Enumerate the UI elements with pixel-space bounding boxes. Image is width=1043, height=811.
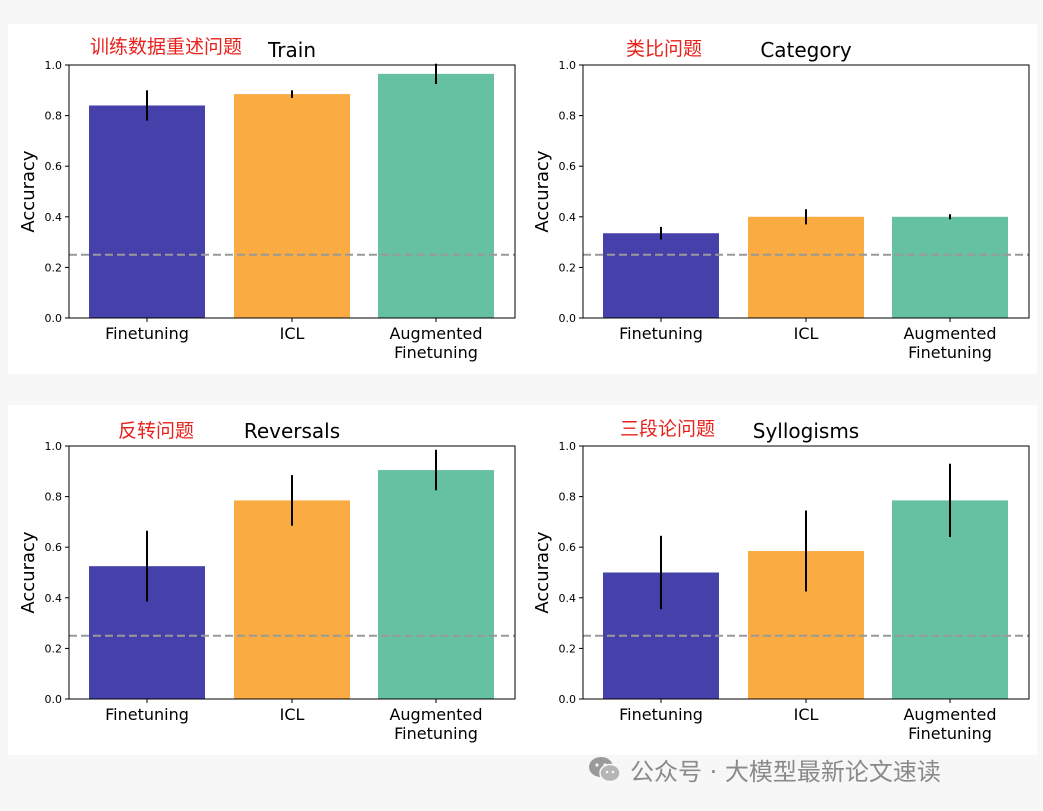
annotation-syllogisms: 三段论问题 <box>620 418 716 440</box>
x-tick-label: Augmented Finetuning <box>389 705 482 743</box>
x-tick-label: Augmented Finetuning <box>389 324 482 362</box>
x-tick-label: ICL <box>280 705 305 724</box>
chart-title: Syllogisms <box>753 419 859 443</box>
y-tick-label: 0.6 <box>559 160 577 173</box>
y-tick-label: 0.8 <box>45 491 63 504</box>
x-tick-label: Finetuning <box>105 705 189 724</box>
chart-svg-reversals: 0.0 0.2 0.4 0.6 0.8 1.0 Finetuning ICL Augmented… <box>18 419 516 743</box>
bar-3 <box>892 216 1008 318</box>
y-tick-label: 0.8 <box>559 491 577 504</box>
x-tick-label: Finetuning <box>105 324 189 343</box>
y-tick-label: 0.8 <box>559 110 577 123</box>
y-tick-label: 0.6 <box>45 160 63 173</box>
y-tick-label: 0.0 <box>45 693 63 706</box>
y-tick-label: 0.4 <box>45 592 63 605</box>
chart-title: Category <box>760 38 852 62</box>
x-tick-label: ICL <box>280 324 305 343</box>
y-tick-label: 1.0 <box>559 440 577 453</box>
y-tick-label: 0.2 <box>559 642 577 655</box>
y-tick-label: 0.0 <box>45 312 63 325</box>
x-tick-label: ICL <box>794 705 819 724</box>
x-tick-label: Augmented Finetuning <box>903 324 996 362</box>
y-tick-label: 0.4 <box>45 211 63 224</box>
bar-1 <box>603 233 719 318</box>
y-tick-label: 0.4 <box>559 592 577 605</box>
bar-2 <box>234 500 350 699</box>
chart-title: Train <box>267 38 316 62</box>
bar-3 <box>378 73 494 318</box>
y-axis-label: Accuracy <box>532 150 553 233</box>
bar-2 <box>234 94 350 318</box>
y-axis-label: Accuracy <box>18 531 39 614</box>
y-tick-label: 0.2 <box>45 642 63 655</box>
y-tick-label: 1.0 <box>45 440 63 453</box>
y-tick-label: 0.6 <box>559 541 577 554</box>
watermark: 公众号 · 大模型最新论文速读 <box>588 752 941 787</box>
x-tick-label: Finetuning <box>619 324 703 343</box>
chart-title: Reversals <box>244 419 340 443</box>
bar-2 <box>748 216 864 318</box>
y-tick-label: 0.4 <box>559 211 577 224</box>
wechat-icon <box>589 756 621 782</box>
y-tick-label: 0.2 <box>559 261 577 274</box>
annotation-train: 训练数据重述问题 <box>90 36 243 58</box>
chart-panel-train: 0.0 0.2 0.4 0.6 0.8 1.0 Finetuning ICL Augmented… <box>8 24 523 374</box>
y-tick-label: 0.6 <box>45 541 63 554</box>
chart-panel-category: 0.0 0.2 0.4 0.6 0.8 1.0 Finetuning ICL Augmented… <box>522 24 1037 374</box>
y-tick-label: 0.0 <box>559 312 577 325</box>
y-tick-label: 0.8 <box>45 110 63 123</box>
chart-svg-syllogisms: 0.0 0.2 0.4 0.6 0.8 1.0 Finetuning ICL Augmented… <box>532 419 1030 743</box>
y-axis-label: Accuracy <box>532 531 553 614</box>
chart-svg-train: 0.0 0.2 0.4 0.6 0.8 1.0 Finetuning ICL Augmented… <box>18 38 516 362</box>
y-tick-label: 1.0 <box>45 59 63 72</box>
x-tick-label: ICL <box>794 324 819 343</box>
chart-panel-syllogisms: 0.0 0.2 0.4 0.6 0.8 1.0 Finetuning ICL Augmented… <box>522 405 1037 755</box>
y-tick-label: 1.0 <box>559 59 577 72</box>
y-tick-label: 0.0 <box>559 693 577 706</box>
x-tick-label: Augmented Finetuning <box>903 705 996 743</box>
bar-1 <box>89 105 205 318</box>
chart-panel-reversals: 0.0 0.2 0.4 0.6 0.8 1.0 Finetuning ICL Augmented… <box>8 405 523 755</box>
y-tick-label: 0.2 <box>45 261 63 274</box>
bar-3 <box>378 470 494 699</box>
annotation-category: 类比问题 <box>626 38 703 60</box>
x-tick-label: Finetuning <box>619 705 703 724</box>
watermark-text: 公众号 · 大模型最新论文速读 <box>630 758 941 786</box>
annotation-reversals: 反转问题 <box>118 420 195 442</box>
y-axis-label: Accuracy <box>18 150 39 233</box>
chart-svg-category: 0.0 0.2 0.4 0.6 0.8 1.0 Finetuning ICL Augmented… <box>532 38 1030 362</box>
